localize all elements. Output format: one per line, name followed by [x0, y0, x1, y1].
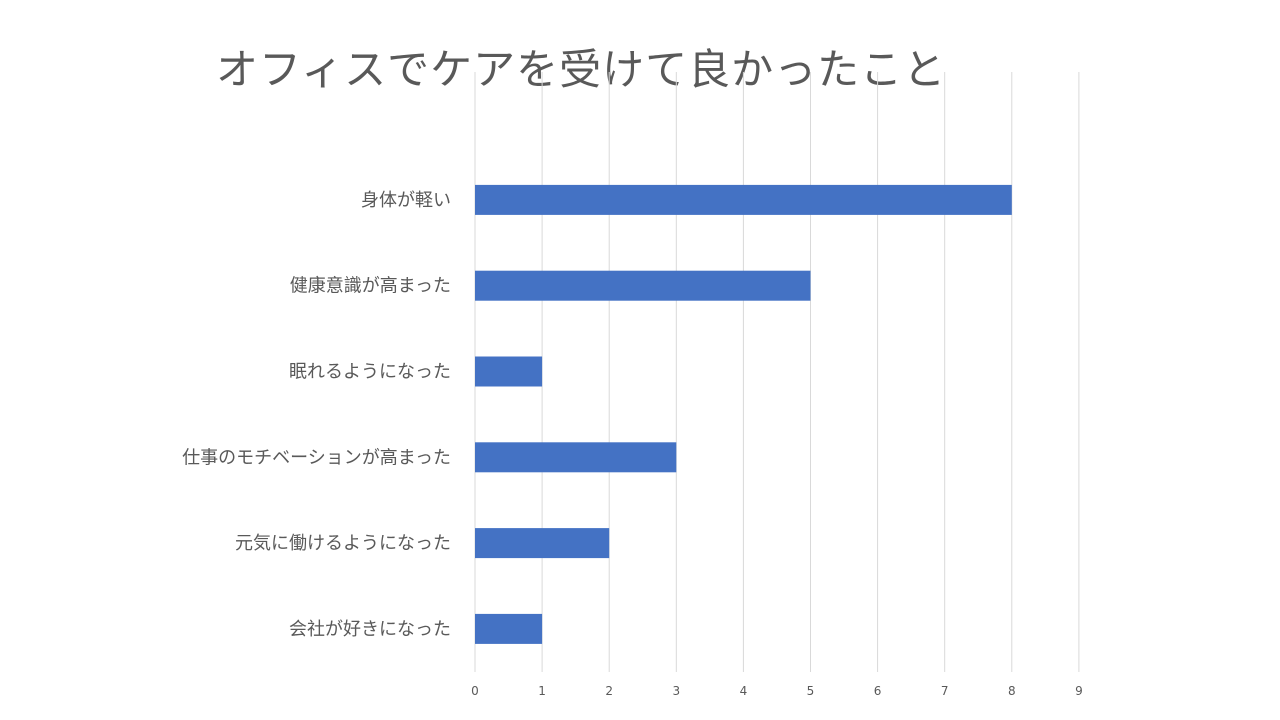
category-label: 会社が好きになった — [289, 619, 451, 640]
bars — [475, 184, 1012, 644]
x-tick-label: 6 — [874, 684, 882, 698]
x-tick-label: 3 — [672, 684, 680, 698]
chart-title: オフィスでケアを受けて良かったこと — [216, 45, 947, 94]
x-tick-label: 4 — [740, 684, 748, 698]
bar — [475, 613, 543, 644]
x-tick-label: 0 — [471, 684, 479, 698]
category-label: 身体が軽い — [361, 190, 451, 211]
bar — [475, 184, 1012, 215]
x-tick-label: 7 — [941, 684, 949, 698]
x-tick-label: 2 — [605, 684, 613, 698]
category-labels: 身体が軽い健康意識が高まった眠れるようになった仕事のモチベーションが高まった元気… — [182, 190, 451, 640]
bar — [475, 270, 811, 301]
gridlines — [474, 72, 1080, 672]
bar — [475, 356, 543, 387]
x-tick-label: 1 — [538, 684, 546, 698]
bar — [475, 442, 677, 473]
category-label: 健康意識が高まった — [290, 276, 451, 297]
x-tick-label: 8 — [1008, 684, 1016, 698]
x-tick-labels: 0 1 2 3 4 5 6 7 8 9 — [471, 684, 1083, 698]
x-tick-label: 9 — [1075, 684, 1083, 698]
category-label: 仕事のモチベーションが高まった — [182, 447, 451, 468]
x-tick-label: 5 — [807, 684, 815, 698]
bar — [475, 528, 610, 559]
category-label: 眠れるようになった — [289, 362, 451, 383]
category-label: 元気に働けるようになった — [235, 533, 451, 554]
